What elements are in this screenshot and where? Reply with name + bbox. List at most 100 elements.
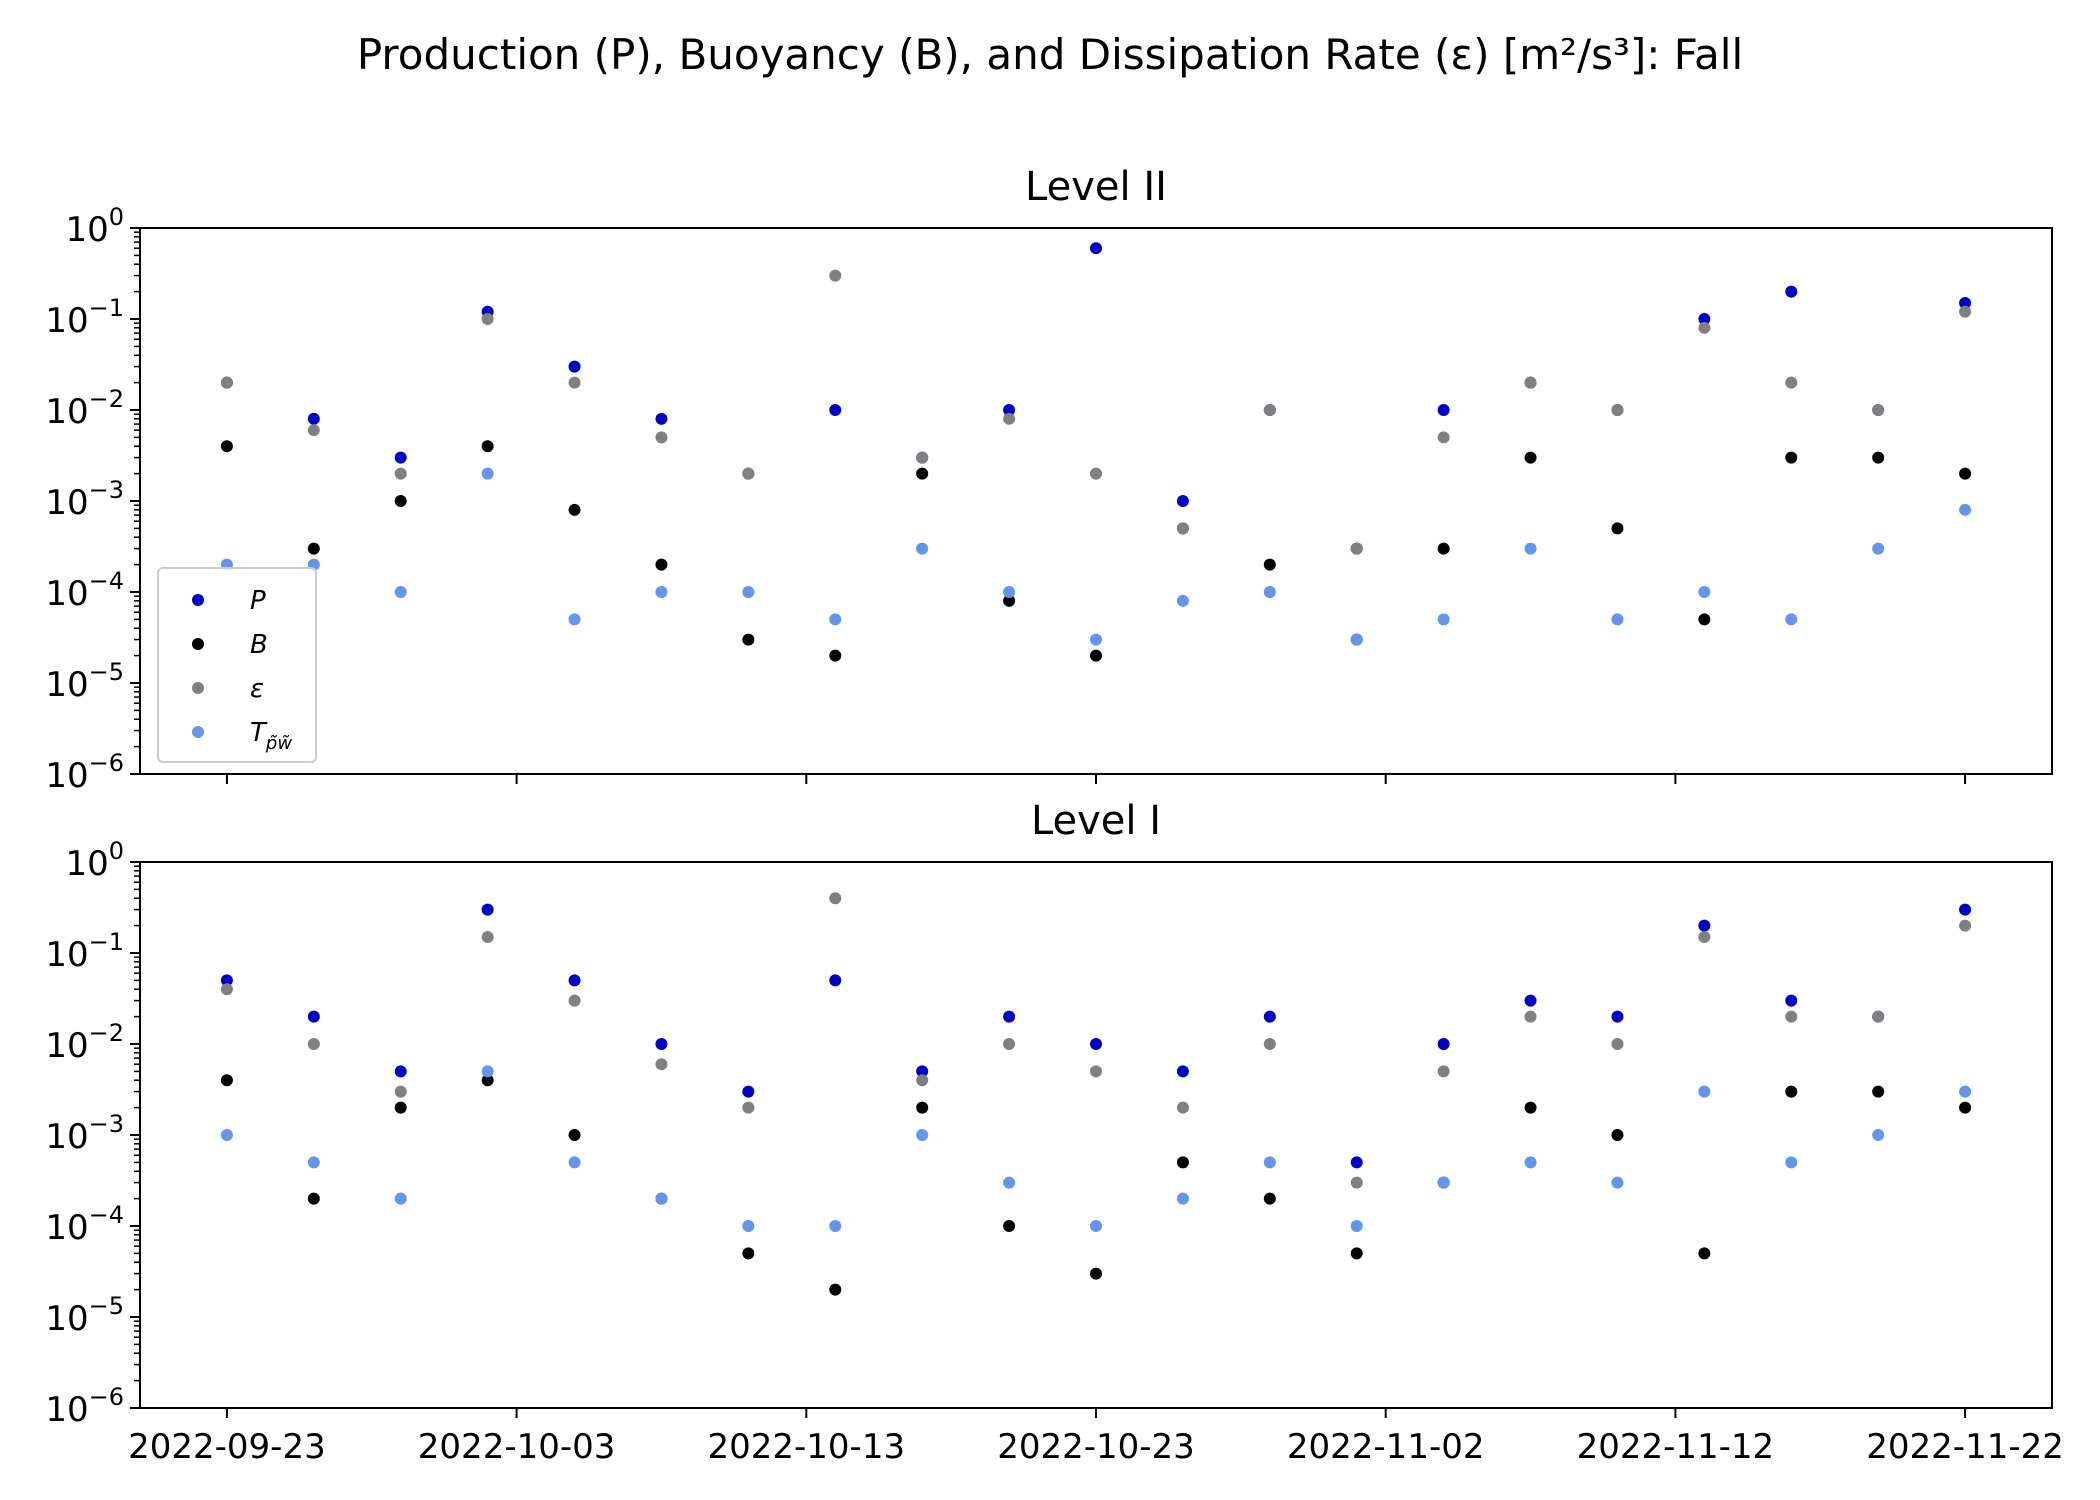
x-tick-label: 2022-10-03 <box>418 1427 616 1467</box>
data-point <box>1003 586 1016 598</box>
data-point <box>1090 1065 1102 1078</box>
data-point <box>916 451 929 464</box>
data-point <box>481 440 494 453</box>
data-point <box>1524 542 1537 555</box>
y-tick-label: 100 <box>65 203 124 250</box>
plot-title: Level I <box>1031 798 1161 844</box>
data-point <box>1176 1065 1189 1078</box>
data-point <box>1959 305 1972 318</box>
data-point <box>829 613 842 626</box>
data-point <box>1959 903 1972 916</box>
y-tick-label: 10−6 <box>45 1383 124 1430</box>
x-tick-label: 2022-09-23 <box>128 1427 326 1467</box>
data-point <box>1698 613 1711 626</box>
data-point <box>742 1085 755 1098</box>
y-tick-label: 10−2 <box>45 1019 124 1066</box>
data-point <box>1350 1220 1363 1232</box>
data-point <box>1611 1129 1624 1141</box>
data-point <box>1350 1176 1363 1189</box>
data-point <box>1437 404 1450 416</box>
y-tick-label: 10−1 <box>45 928 124 975</box>
data-point <box>1872 404 1885 416</box>
data-point <box>1611 1176 1624 1189</box>
data-point <box>1263 558 1276 571</box>
legend-label: P <box>250 586 266 616</box>
data-point <box>307 542 320 555</box>
data-point <box>742 467 755 480</box>
data-point <box>1785 285 1798 298</box>
data-point <box>1698 1085 1711 1098</box>
data-point <box>829 404 842 416</box>
y-tick-label: 100 <box>65 837 124 884</box>
series-T <box>220 1065 1972 1232</box>
data-point <box>1176 1156 1189 1169</box>
data-point <box>1003 1176 1016 1189</box>
y-tick-label: 10−4 <box>45 1201 124 1248</box>
data-point <box>220 1129 233 1141</box>
data-point <box>1003 594 1016 607</box>
data-point <box>1785 451 1798 464</box>
data-point <box>1003 412 1016 425</box>
data-point <box>307 1038 320 1050</box>
data-point <box>916 542 929 555</box>
data-point <box>1437 1176 1450 1189</box>
x-tick-label: 2022-10-13 <box>708 1427 906 1467</box>
y-tick-label: 10−3 <box>45 1110 124 1157</box>
data-point <box>1003 404 1016 416</box>
data-point <box>1437 542 1450 555</box>
data-point <box>1698 313 1711 325</box>
data-point <box>1524 1156 1537 1169</box>
y-tick-label: 10−1 <box>45 294 124 341</box>
data-point <box>1959 919 1972 932</box>
data-point <box>655 1058 668 1071</box>
data-point <box>1263 404 1276 416</box>
data-point <box>1003 1038 1016 1050</box>
data-point <box>1698 930 1711 943</box>
data-point <box>568 376 581 389</box>
axes-frame <box>139 861 2053 1409</box>
data-point <box>1176 1192 1189 1205</box>
y-tick-label: 10−4 <box>45 567 124 614</box>
data-point <box>829 649 842 662</box>
data-point <box>1003 1220 1016 1232</box>
y-tick-label: 10−3 <box>45 476 124 523</box>
data-point <box>394 1085 407 1098</box>
data-point <box>1524 376 1537 389</box>
data-point <box>1959 503 1972 516</box>
data-point <box>568 994 581 1007</box>
series-P <box>220 903 1972 1169</box>
data-point <box>655 558 668 571</box>
data-point <box>1263 586 1276 598</box>
data-point <box>481 903 494 916</box>
legend-box <box>157 567 317 763</box>
data-point <box>742 1101 755 1114</box>
data-point <box>1263 1010 1276 1023</box>
data-point <box>655 431 668 444</box>
data-point <box>1350 542 1363 555</box>
data-point <box>220 1074 233 1087</box>
data-point <box>481 1074 494 1087</box>
data-point <box>394 451 407 464</box>
data-point <box>1090 467 1102 480</box>
data-point <box>1350 1156 1363 1169</box>
data-point <box>1872 451 1885 464</box>
data-point <box>829 269 842 282</box>
series-B <box>220 1074 1972 1296</box>
data-point <box>1611 613 1624 626</box>
data-point <box>568 613 581 626</box>
data-point <box>1437 1038 1450 1050</box>
data-point <box>1959 467 1972 480</box>
x-tick-label: 2022-11-02 <box>1287 1427 1485 1467</box>
data-point <box>481 1065 494 1078</box>
data-point <box>1090 1038 1102 1050</box>
data-point <box>1176 495 1189 507</box>
data-point <box>481 930 494 943</box>
legend-marker <box>192 726 204 738</box>
data-point <box>742 633 755 646</box>
y-tick-label: 10−2 <box>45 385 124 432</box>
data-point <box>1524 1101 1537 1114</box>
data-point <box>916 467 929 480</box>
data-point <box>1090 242 1102 255</box>
